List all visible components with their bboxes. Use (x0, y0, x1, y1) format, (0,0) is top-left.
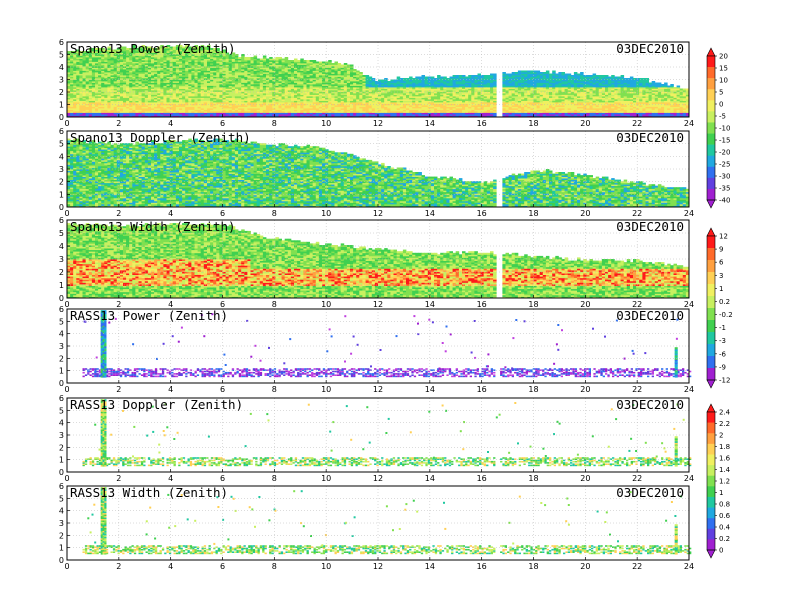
cell (331, 63, 335, 65)
cell (269, 57, 273, 59)
cell (341, 65, 345, 67)
cell (303, 60, 307, 62)
cell (409, 77, 413, 79)
cell (431, 77, 435, 79)
cell (397, 77, 401, 79)
cell (450, 77, 454, 79)
cell (465, 77, 469, 79)
cell (459, 75, 463, 77)
cell (319, 62, 323, 64)
cell (322, 62, 326, 64)
cell (285, 57, 289, 59)
cell (369, 77, 373, 79)
cell (356, 71, 360, 73)
cell (366, 75, 370, 77)
cell (279, 57, 283, 59)
cell (347, 65, 351, 67)
cell (282, 59, 286, 61)
cell (350, 65, 354, 67)
cell (266, 59, 270, 61)
cell (294, 59, 298, 61)
cell (425, 77, 429, 79)
cell (453, 75, 457, 77)
cell (378, 80, 382, 82)
cell (456, 75, 460, 77)
cell (260, 59, 264, 61)
cell (307, 60, 311, 62)
cell (344, 63, 348, 65)
cell (247, 57, 251, 59)
cell (251, 57, 255, 59)
cell (418, 77, 422, 79)
cell (313, 60, 317, 62)
cell (244, 57, 248, 59)
cell (335, 62, 339, 64)
cell (390, 80, 394, 82)
cell (468, 75, 472, 77)
cell (428, 77, 432, 79)
cell (381, 80, 385, 82)
cell (316, 62, 320, 64)
cell (338, 63, 342, 65)
cell (297, 60, 301, 62)
cell (443, 77, 447, 79)
cell (359, 72, 363, 74)
cell (415, 77, 419, 79)
cell (288, 60, 292, 62)
cell (238, 57, 242, 59)
cell (362, 75, 366, 77)
cell (440, 77, 444, 79)
cell (257, 59, 261, 61)
cell (310, 60, 314, 62)
cell (387, 81, 391, 83)
cell (263, 56, 267, 58)
cell (394, 80, 398, 82)
cell (254, 56, 258, 58)
cell (462, 75, 466, 77)
cell (353, 69, 357, 71)
cell (437, 75, 441, 77)
cell (328, 60, 332, 62)
cell (272, 59, 276, 61)
cell (275, 57, 279, 59)
cell (300, 59, 304, 61)
cell (291, 60, 295, 62)
cell (422, 75, 426, 77)
cell (325, 62, 329, 64)
